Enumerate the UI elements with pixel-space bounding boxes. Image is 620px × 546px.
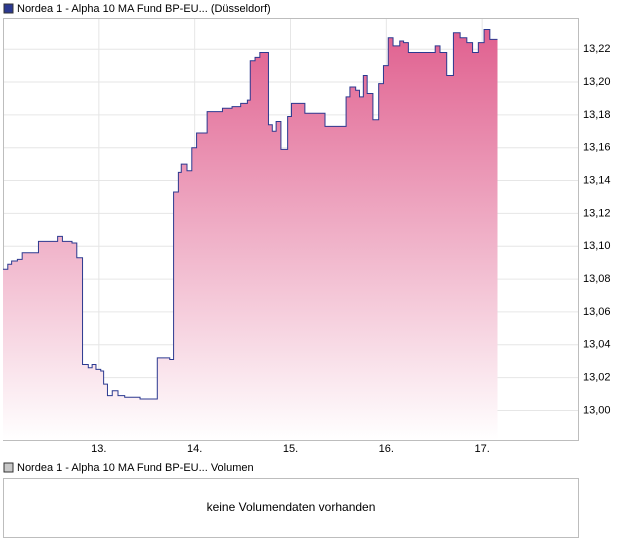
x-tick-label: 17. xyxy=(475,443,490,455)
legend-label: Nordea 1 - Alpha 10 MA Fund BP-EU... (Dü… xyxy=(17,3,271,15)
legend-label: Nordea 1 - Alpha 10 MA Fund BP-EU... Vol… xyxy=(17,462,254,474)
plot-frame xyxy=(3,18,579,441)
y-tick-label: 13,18 xyxy=(583,109,611,121)
x-tick-label: 15. xyxy=(283,443,298,455)
y-tick-label: 13,20 xyxy=(583,76,611,88)
y-tick-label: 13,12 xyxy=(583,207,611,219)
volume-frame xyxy=(3,478,579,538)
y-tick-label: 13,04 xyxy=(583,339,611,351)
legend-swatch xyxy=(3,3,14,14)
y-tick-label: 13,00 xyxy=(583,404,611,416)
x-tick-label: 13. xyxy=(91,443,106,455)
x-tick-label: 16. xyxy=(379,443,394,455)
legend-swatch xyxy=(3,462,14,473)
y-tick-label: 13,02 xyxy=(583,372,611,384)
y-tick-label: 13,16 xyxy=(583,142,611,154)
y-tick-label: 13,06 xyxy=(583,306,611,318)
y-tick-label: 13,14 xyxy=(583,174,611,186)
y-tick-label: 13,08 xyxy=(583,273,611,285)
area xyxy=(3,29,498,440)
empty-message: keine Volumendaten vorhanden xyxy=(207,500,376,514)
y-tick-label: 13,10 xyxy=(583,240,611,252)
x-tick-label: 14. xyxy=(187,443,202,455)
y-tick-label: 13,22 xyxy=(583,43,611,55)
line xyxy=(3,28,498,400)
